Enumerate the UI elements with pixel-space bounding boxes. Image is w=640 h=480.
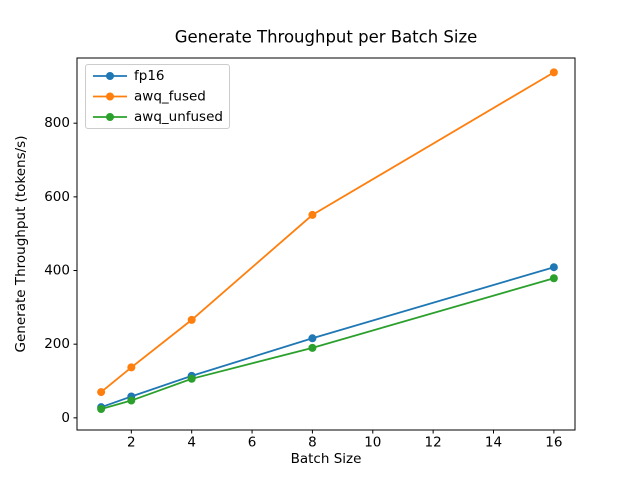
legend-label: awq_fused [134,89,206,105]
legend-marker [106,92,114,101]
data-point-awq_fused [97,388,106,397]
y-tick-label: 200 [44,336,70,352]
x-tick-label: 10 [364,435,381,451]
y-axis-label: Generate Throughput (tokens/s) [13,135,29,353]
data-point-awq_fused [127,363,136,372]
data-point-awq_fused [308,210,317,219]
chart-title: Generate Throughput per Batch Size [174,27,478,47]
x-tick-label: 2 [127,435,136,451]
data-point-fp16 [308,334,317,343]
legend-box [85,64,230,129]
x-tick-label: 6 [248,435,257,451]
y-tick-label: 400 [44,263,70,279]
x-tick-label: 16 [545,435,562,451]
data-point-awq_unfused [549,274,558,283]
y-tick-label: 800 [44,115,70,131]
data-point-fp16 [549,263,558,272]
legend-label: awq_unfused [134,109,223,125]
legend-label: fp16 [134,68,165,84]
series-line-awq_unfused [100,277,555,410]
data-point-awq_unfused [97,405,106,414]
x-tick-label: 4 [187,435,196,451]
data-point-awq_unfused [127,396,136,405]
legend-marker [106,72,114,80]
y-tick-label: 600 [44,189,70,205]
plot-border [76,57,576,431]
legend-marker [106,113,114,121]
data-point-awq_unfused [187,374,196,383]
x-tick-label: 14 [485,435,502,451]
data-point-awq_fused [187,315,196,324]
x-axis-label: Batch Size [290,451,362,467]
data-point-awq_fused [549,68,558,77]
x-tick-label: 8 [308,435,317,451]
data-point-awq_unfused [308,343,317,352]
y-tick-label: 0 [61,410,70,426]
x-tick-label: 12 [425,435,442,451]
